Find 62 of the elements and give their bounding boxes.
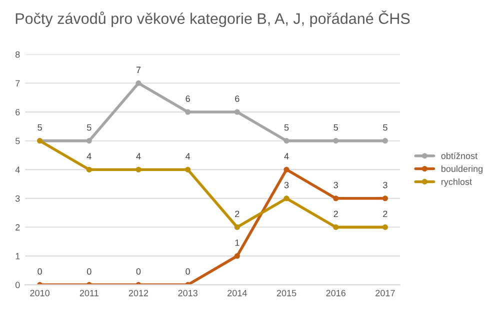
x-tick-label: 2010 (30, 290, 50, 296)
point (234, 109, 240, 115)
data-label: 0 (86, 268, 92, 275)
y-tick-label: 0 (15, 282, 20, 288)
point (333, 224, 339, 230)
x-tick-label: 2017 (376, 290, 395, 296)
legend-label: rychlost (442, 178, 472, 187)
data-label: 5 (383, 124, 388, 131)
y-tick-label: 8 (16, 51, 20, 58)
y-tick-label: 3 (15, 195, 20, 202)
legend-label: bouldering (441, 165, 482, 174)
data-label: 0 (186, 268, 190, 275)
data-label: 4 (136, 153, 141, 160)
point (86, 138, 92, 144)
point (333, 138, 339, 144)
data-label: 3 (334, 182, 338, 188)
data-label: 2 (235, 210, 240, 217)
y-tick-label: 7 (16, 80, 20, 86)
point (284, 196, 290, 202)
point (136, 166, 142, 172)
data-label: 5 (38, 124, 42, 131)
data-label: 5 (284, 124, 289, 131)
point (234, 224, 240, 230)
point (136, 80, 142, 86)
point (185, 166, 191, 172)
y-tick-label: 1 (16, 253, 20, 260)
data-label: 5 (86, 124, 92, 131)
point (382, 224, 388, 230)
data-label: 4 (186, 153, 190, 160)
data-label: 7 (136, 66, 141, 73)
point (234, 253, 240, 259)
data-label: 5 (334, 124, 338, 131)
data-label: 2 (383, 210, 388, 217)
x-tick-label: 2016 (326, 290, 346, 296)
legend-label: obtížnost (441, 152, 478, 160)
data-label: 6 (235, 95, 240, 102)
y-tick-label: 2 (16, 224, 20, 230)
point (382, 196, 388, 202)
x-tick-label: 2012 (128, 290, 148, 296)
point (382, 138, 388, 144)
x-tick-label: 2014 (228, 290, 247, 296)
x-tick-label: 2011 (80, 290, 98, 296)
chart-title: Počty závodů pro věkové kategorie B, A, J, pořádané ČHS (16, 10, 410, 28)
point (86, 166, 92, 172)
data-label: 0 (136, 268, 141, 275)
x-tick-label: 2013 (178, 290, 198, 296)
data-label: 3 (284, 182, 289, 188)
point (333, 196, 339, 202)
data-label: 2 (334, 210, 338, 217)
data-label: 0 (38, 268, 42, 275)
data-label: 4 (284, 153, 289, 160)
point (284, 138, 290, 144)
x-tick-label: 2015 (276, 290, 296, 296)
point (284, 166, 290, 172)
point (185, 109, 191, 115)
y-tick-label: 5 (15, 138, 20, 144)
data-label: 4 (86, 153, 92, 160)
data-label: 6 (186, 95, 190, 102)
data-label: 1 (235, 240, 240, 246)
y-tick-label: 4 (15, 166, 20, 173)
data-label: 3 (383, 182, 388, 188)
y-tick-label: 6 (16, 108, 20, 116)
